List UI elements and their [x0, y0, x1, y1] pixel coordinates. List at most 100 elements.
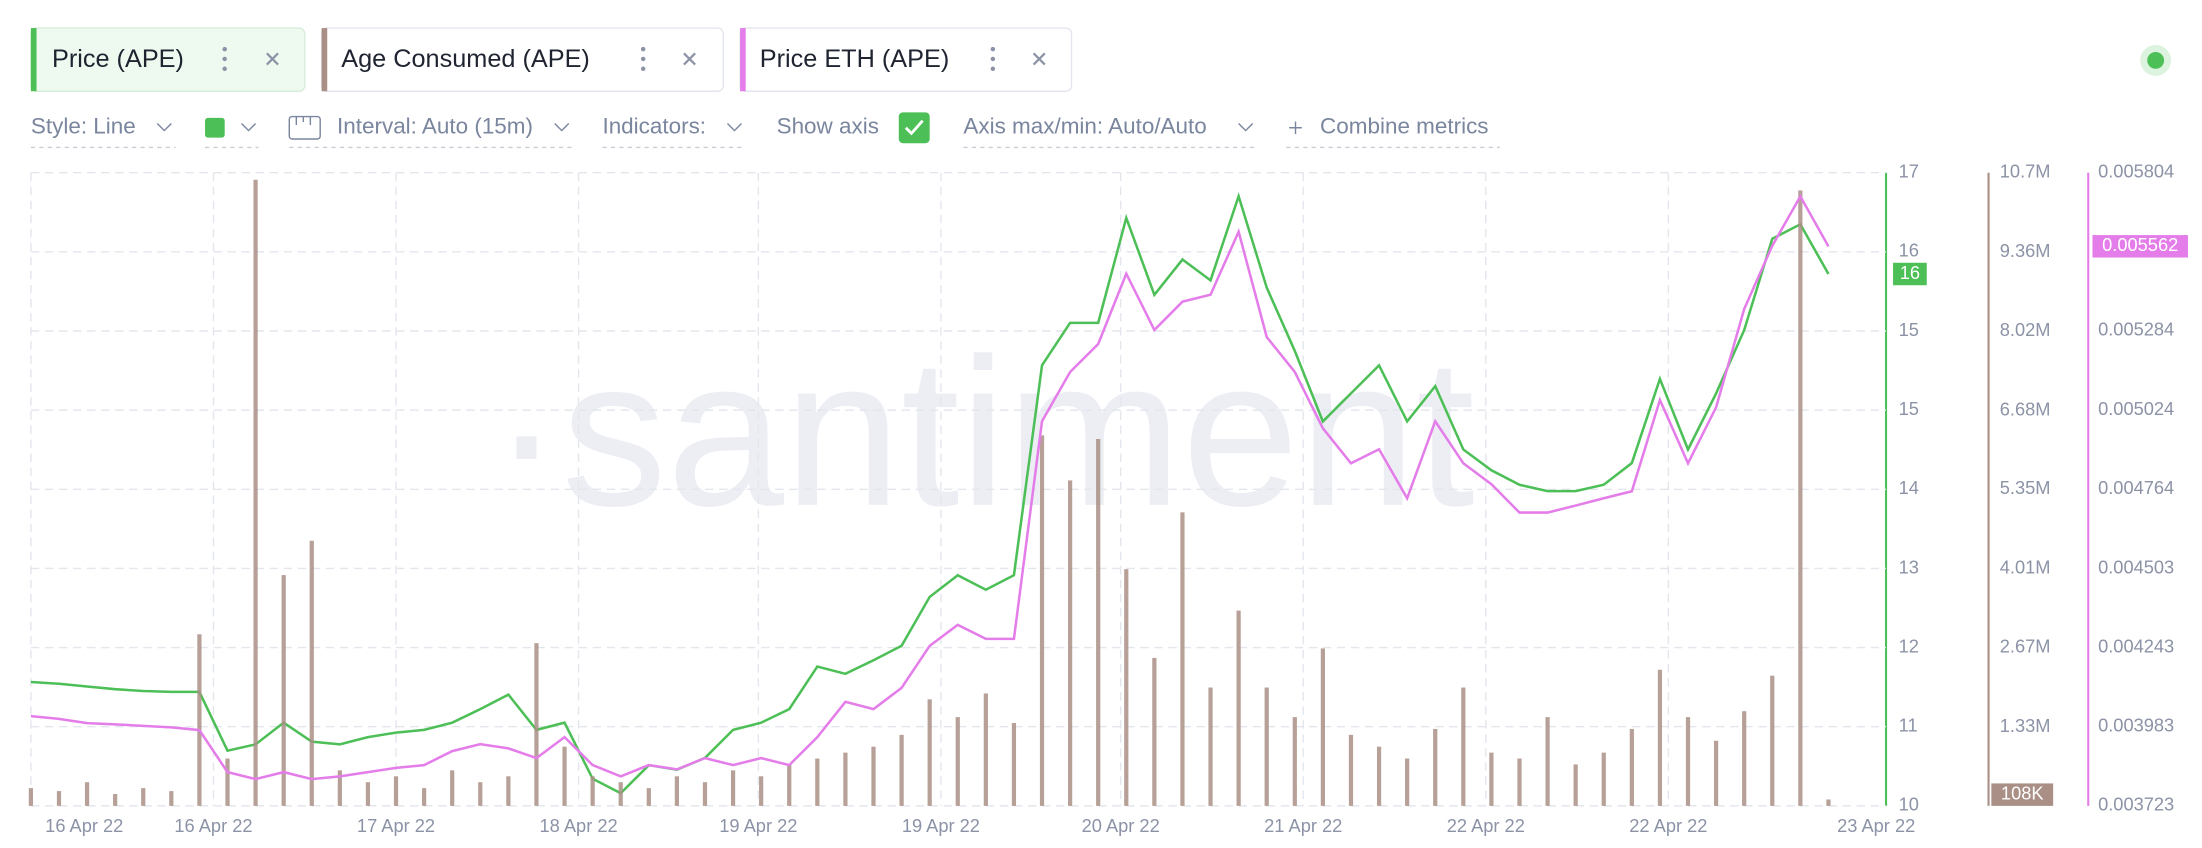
bar — [1236, 610, 1241, 806]
bar — [730, 770, 736, 806]
chevron — [241, 123, 257, 132]
bar — [1685, 717, 1691, 806]
tab[interactable]: Price (APE) — [30, 27, 306, 92]
bar — [1517, 758, 1522, 806]
x-tick-label: 17 Apr 22 — [357, 815, 435, 836]
bar — [1011, 723, 1017, 806]
tab-label: Price (APE) — [52, 45, 184, 73]
bar — [309, 540, 314, 806]
tab[interactable]: Price ETH (APE) — [739, 27, 1073, 92]
y-tick-label: 10.7M — [2000, 161, 2051, 182]
bar — [787, 764, 792, 806]
bar — [84, 782, 90, 806]
bar — [1264, 687, 1269, 806]
bar — [1067, 480, 1073, 806]
axis-maxmin-select[interactable]: Axis max/min: Auto/Auto — [963, 114, 1206, 139]
watermark: ·santiment — [491, 314, 1474, 550]
tab[interactable]: Age Consumed (APE) — [320, 27, 724, 92]
bar — [1657, 669, 1663, 806]
bar — [1208, 687, 1213, 806]
y-tick-label: 10 — [1899, 794, 1919, 815]
y-tick-label: 0.004764 — [2098, 477, 2174, 498]
last-value-label: 0.005562 — [2102, 234, 2178, 255]
x-tick-label: 20 Apr 22 — [1082, 815, 1160, 836]
last-value-marker — [2092, 235, 2188, 258]
bar — [253, 179, 258, 806]
y-tick-label: 1.33M — [2000, 715, 2051, 736]
bar — [1770, 675, 1775, 806]
bar — [337, 770, 342, 806]
y-tick-label: 12 — [1899, 635, 1919, 656]
bar — [534, 643, 539, 806]
y-tick-label: 0.004503 — [2098, 556, 2174, 577]
bar — [28, 788, 34, 806]
bar — [197, 634, 202, 806]
bar — [955, 717, 960, 806]
bar — [365, 782, 371, 806]
bar — [225, 758, 230, 806]
bar — [562, 746, 567, 806]
y-tick-label: 0.005024 — [2098, 398, 2174, 419]
chevron — [156, 123, 172, 132]
style-select[interactable]: Style: Line — [31, 114, 136, 139]
bar — [169, 791, 174, 806]
bar — [1489, 752, 1494, 806]
bar — [1405, 758, 1410, 806]
bar — [1713, 740, 1719, 806]
y-tick-label: 0.005804 — [2098, 161, 2174, 182]
last-value-marker — [1991, 783, 2054, 806]
bar — [899, 734, 904, 806]
color-swatch[interactable] — [205, 117, 225, 138]
indicators-select[interactable]: Indicators: — [602, 114, 706, 139]
bar — [422, 788, 427, 806]
bar — [759, 776, 764, 806]
bar — [618, 782, 623, 806]
x-tick-label: 23 Apr 22 — [1837, 815, 1915, 836]
bar — [1433, 728, 1438, 806]
line — [30, 193, 1830, 781]
x-tick-label: 22 Apr 22 — [1447, 815, 1525, 836]
tab-label: Age Consumed (APE) — [341, 45, 590, 73]
y-tick-label: 15 — [1899, 319, 1919, 340]
bar — [1826, 799, 1831, 806]
x-tick-label: 21 Apr 22 — [1264, 815, 1342, 836]
show-axis-label: Show axis — [777, 114, 879, 139]
x-tick-label: 19 Apr 22 — [719, 815, 797, 836]
bar — [1180, 512, 1185, 806]
bar — [927, 699, 932, 806]
y-tick-label: 15 — [1899, 398, 1919, 419]
y-tick-label: 11 — [1899, 715, 1918, 736]
bar — [702, 782, 708, 806]
y-tick-label: 14 — [1899, 477, 1919, 498]
bar — [478, 782, 483, 806]
bar — [843, 752, 848, 806]
y-tick-label: 8.02M — [2000, 319, 2051, 340]
last-value-label: 16 — [1900, 262, 1920, 283]
bar — [1545, 717, 1550, 806]
bar — [1573, 764, 1578, 806]
plus-icon — [1289, 121, 1302, 135]
bar — [815, 758, 820, 806]
show-axis-checkbox[interactable] — [898, 112, 930, 144]
bar — [1798, 190, 1803, 806]
y-tick-label: 0.003723 — [2098, 794, 2174, 815]
combine-metrics[interactable]: Combine metrics — [1320, 114, 1488, 139]
bar — [1124, 569, 1129, 806]
bar — [1320, 648, 1325, 806]
y-tick-label: 17 — [1899, 161, 1919, 182]
interval-select[interactable]: Interval: Auto (15m) — [337, 114, 533, 139]
y-tick-label: 5.35M — [2000, 477, 2051, 498]
y-tick-label: 2.67M — [2000, 636, 2051, 657]
bar — [1152, 657, 1157, 806]
bar — [1376, 746, 1382, 806]
bar — [674, 776, 679, 806]
chart: 16 Apr 22 16 Apr 22 17 Apr 22 18 Apr 22 19 A… — [28, 161, 2188, 836]
bar — [1601, 752, 1606, 806]
bar — [281, 575, 286, 806]
bar — [590, 776, 595, 806]
y-tick-label: 0.003983 — [2098, 715, 2174, 736]
bar — [1742, 711, 1747, 806]
x-tick-label: 19 Apr 22 — [902, 815, 980, 836]
bar — [56, 791, 62, 806]
